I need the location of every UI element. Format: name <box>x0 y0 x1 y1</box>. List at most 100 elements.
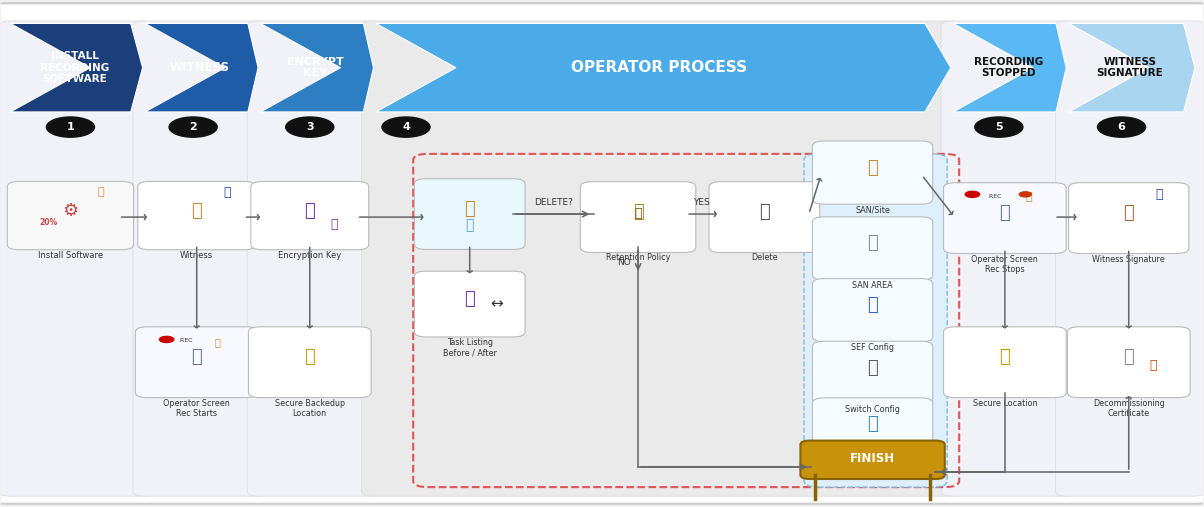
Text: Secure Backedup
Location: Secure Backedup Location <box>275 399 344 418</box>
FancyBboxPatch shape <box>414 178 525 249</box>
Text: Decommissioning
Certificate: Decommissioning Certificate <box>1093 399 1164 418</box>
Text: WITNESS
SIGNATURE: WITNESS SIGNATURE <box>1097 57 1163 79</box>
FancyBboxPatch shape <box>804 154 948 487</box>
Text: .REC: .REC <box>178 339 193 343</box>
FancyBboxPatch shape <box>813 398 933 461</box>
Text: .REC: .REC <box>987 194 1002 199</box>
Text: 🖊: 🖊 <box>1149 359 1157 372</box>
Polygon shape <box>954 23 1067 112</box>
Text: 👤: 👤 <box>1123 204 1134 222</box>
Text: Install Software: Install Software <box>37 251 104 260</box>
FancyBboxPatch shape <box>414 271 525 337</box>
FancyBboxPatch shape <box>132 21 268 496</box>
FancyBboxPatch shape <box>813 341 933 405</box>
Text: Witness: Witness <box>181 251 213 260</box>
FancyBboxPatch shape <box>801 441 945 479</box>
FancyBboxPatch shape <box>942 21 1078 496</box>
Circle shape <box>47 117 94 137</box>
Text: Operator Screen
Rec Stops: Operator Screen Rec Stops <box>972 255 1038 274</box>
Text: Task Listing
Before / After: Task Listing Before / After <box>443 338 497 357</box>
Polygon shape <box>1069 23 1194 112</box>
Text: ↔: ↔ <box>490 297 502 312</box>
FancyBboxPatch shape <box>709 182 820 252</box>
Text: 🤖: 🤖 <box>999 348 1010 366</box>
Text: 2: 2 <box>189 122 197 132</box>
Circle shape <box>966 191 980 197</box>
FancyBboxPatch shape <box>0 21 154 496</box>
Text: 👤: 👤 <box>191 201 202 220</box>
Text: 5: 5 <box>995 122 1003 132</box>
Text: WITNESS: WITNESS <box>170 61 230 74</box>
Text: 🤖: 🤖 <box>305 348 315 366</box>
Text: 📦: 📦 <box>867 415 878 433</box>
Text: 💻: 💻 <box>191 348 202 366</box>
Text: 🖥: 🖥 <box>466 219 474 233</box>
Text: 🌐: 🌐 <box>867 296 878 314</box>
Text: Operator Screen
Rec Starts: Operator Screen Rec Starts <box>164 399 230 418</box>
Text: 💿: 💿 <box>867 234 878 252</box>
Circle shape <box>1020 192 1032 197</box>
Text: 🔑: 🔑 <box>330 218 337 231</box>
Text: SAN AREA: SAN AREA <box>852 281 893 290</box>
Text: YES: YES <box>694 198 710 207</box>
Text: 3: 3 <box>306 122 313 132</box>
FancyBboxPatch shape <box>7 182 134 250</box>
Text: Encryption Key: Encryption Key <box>278 251 342 260</box>
Circle shape <box>1098 117 1145 137</box>
Text: 📋: 📋 <box>465 290 476 308</box>
FancyBboxPatch shape <box>1068 327 1190 397</box>
Text: 1: 1 <box>66 122 75 132</box>
Text: 🗑: 🗑 <box>759 203 769 221</box>
Text: 👁: 👁 <box>223 187 230 199</box>
Circle shape <box>285 117 334 137</box>
Circle shape <box>382 117 430 137</box>
Text: Delete: Delete <box>751 254 778 263</box>
Text: FINISH: FINISH <box>850 452 895 465</box>
Polygon shape <box>144 23 258 112</box>
Text: DELETE?: DELETE? <box>535 198 573 207</box>
FancyBboxPatch shape <box>250 182 368 250</box>
FancyBboxPatch shape <box>944 183 1067 254</box>
Text: 20%: 20% <box>40 218 58 227</box>
Text: OPERATOR PROCESS: OPERATOR PROCESS <box>572 60 748 75</box>
FancyBboxPatch shape <box>1056 21 1204 496</box>
FancyBboxPatch shape <box>813 141 933 204</box>
Text: ENCRYPT
KEY: ENCRYPT KEY <box>287 57 344 79</box>
FancyBboxPatch shape <box>248 327 371 397</box>
FancyBboxPatch shape <box>1069 183 1188 254</box>
Text: 👤: 👤 <box>465 200 476 218</box>
Text: VMs: VMs <box>864 462 881 471</box>
FancyBboxPatch shape <box>813 217 933 280</box>
FancyBboxPatch shape <box>944 327 1067 397</box>
Text: 🗄: 🗄 <box>867 159 878 176</box>
FancyBboxPatch shape <box>247 21 383 496</box>
Text: 6: 6 <box>1117 122 1126 132</box>
Text: Secure Location: Secure Location <box>973 399 1037 408</box>
Text: 📜: 📜 <box>633 203 643 221</box>
Text: Retention Policy: Retention Policy <box>606 254 671 263</box>
Text: 🛡: 🛡 <box>635 206 642 220</box>
FancyBboxPatch shape <box>135 327 258 397</box>
Text: SEF Config: SEF Config <box>851 343 895 352</box>
Text: 👤: 👤 <box>214 337 220 347</box>
FancyBboxPatch shape <box>580 182 696 252</box>
FancyBboxPatch shape <box>361 21 963 496</box>
Text: Witness Signature: Witness Signature <box>1092 255 1165 264</box>
Circle shape <box>169 117 217 137</box>
Polygon shape <box>11 23 142 112</box>
Text: ⚙: ⚙ <box>63 201 78 220</box>
Text: SAN/Site: SAN/Site <box>855 205 890 214</box>
Text: RECORDING
STOPPED: RECORDING STOPPED <box>974 57 1043 79</box>
Text: Switch Config: Switch Config <box>845 406 901 414</box>
Text: 👁: 👁 <box>1155 188 1163 201</box>
FancyBboxPatch shape <box>137 182 255 250</box>
FancyBboxPatch shape <box>0 3 1204 504</box>
Text: 👤: 👤 <box>1026 192 1032 202</box>
Text: 4: 4 <box>402 122 409 132</box>
Text: 🖥: 🖥 <box>867 359 878 377</box>
Text: INSTALL
RECORDING
SOFTWARE: INSTALL RECORDING SOFTWARE <box>40 51 110 84</box>
Text: 📄: 📄 <box>305 201 315 220</box>
Text: NO: NO <box>616 258 631 267</box>
FancyBboxPatch shape <box>813 278 933 342</box>
Circle shape <box>159 337 173 343</box>
